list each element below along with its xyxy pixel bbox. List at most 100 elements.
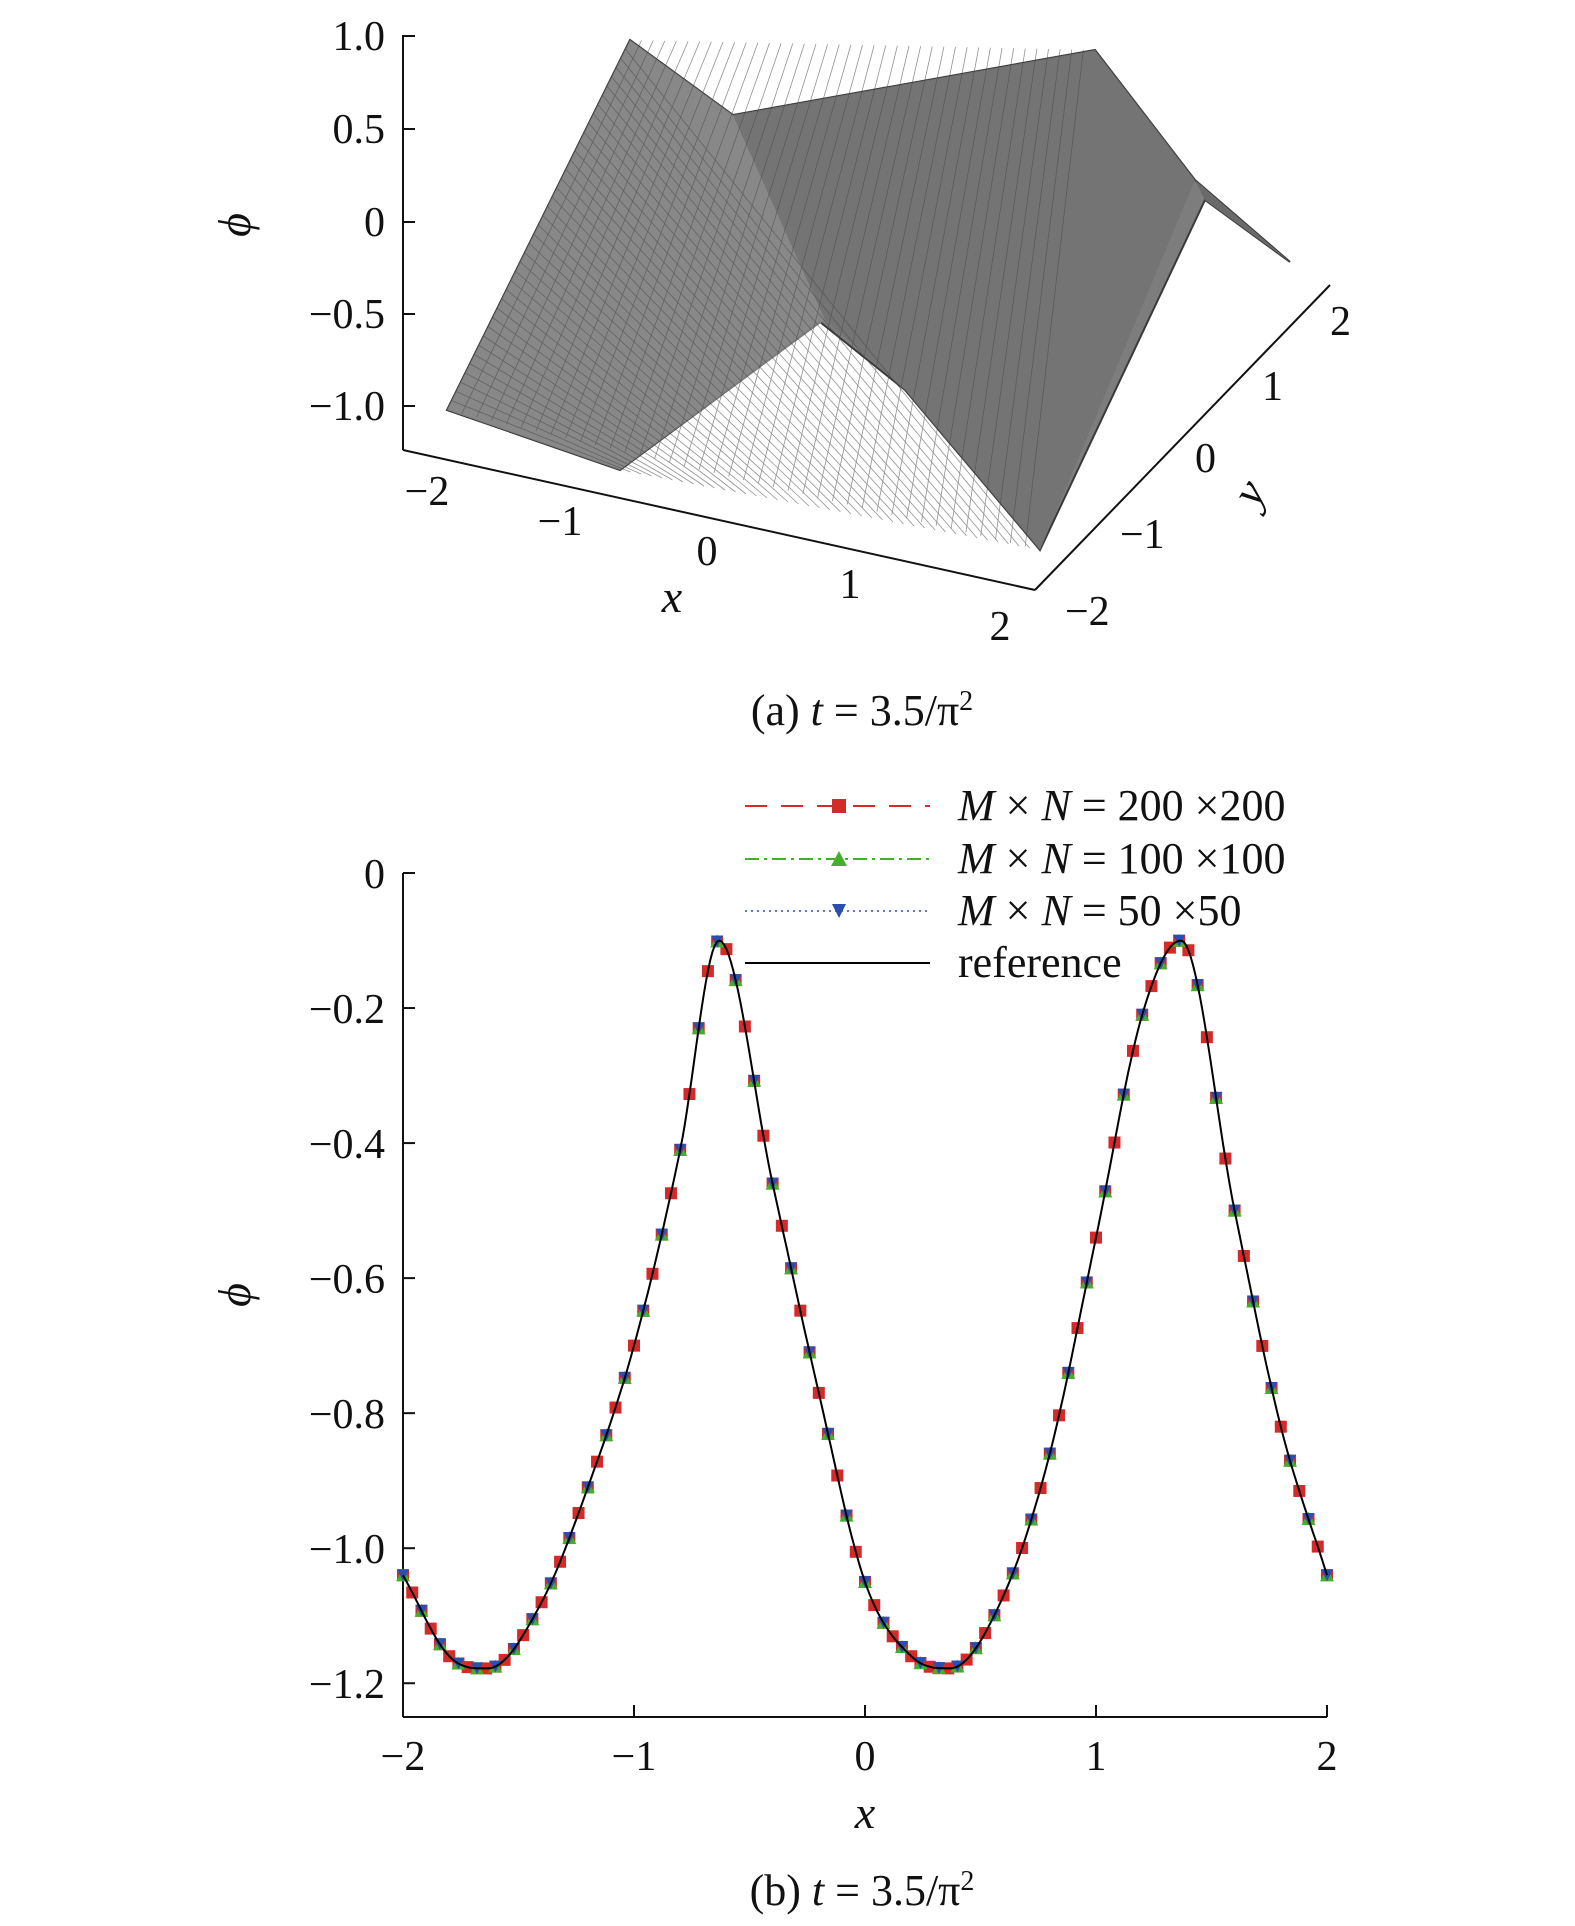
series-layer bbox=[396, 933, 1334, 1675]
surface-gridline bbox=[906, 47, 991, 519]
panel-a-surface-plot: 1.0 0.5 0 −0.5 −1.0 ϕ −2 −1 0 1 2 x −2 −… bbox=[209, 14, 1351, 735]
surface-gridline bbox=[965, 48, 1038, 533]
surface-gridline bbox=[580, 42, 735, 442]
surface-gridline bbox=[832, 46, 933, 502]
surface-gridline bbox=[583, 132, 936, 531]
surface-gridline bbox=[491, 40, 666, 421]
surface-gridline bbox=[556, 187, 873, 519]
surface-gridline bbox=[570, 159, 904, 525]
surface-gridline bbox=[476, 40, 654, 418]
surface-gridline bbox=[519, 261, 789, 503]
caption-a: (a) t = 3.5/π2 bbox=[751, 686, 973, 736]
surface-gridline bbox=[891, 47, 980, 516]
x-tick-label: 1 bbox=[840, 562, 861, 608]
panel-b-line-plot: 0 −0.2 −0.4 −0.6 −0.8 −1.0 −1.2 −2 −1 0 … bbox=[209, 781, 1338, 1915]
y-tick-label: 0 bbox=[1195, 436, 1216, 482]
x-axis-line bbox=[402, 449, 1036, 591]
surface-gridline bbox=[817, 46, 922, 498]
y-tick-label: −1.2 bbox=[309, 1662, 385, 1708]
y-tick-label: −0.8 bbox=[309, 1392, 385, 1438]
z-tick-label: 1.0 bbox=[333, 14, 386, 60]
legend-label: reference bbox=[958, 938, 1122, 987]
legend-marker-200x200 bbox=[832, 799, 846, 813]
surface-gridline bbox=[460, 381, 652, 477]
legend-label: M × N = 100 ×100 bbox=[957, 834, 1285, 883]
surface-gridline bbox=[469, 363, 673, 481]
y-axis-line bbox=[1034, 284, 1331, 591]
surface-gridline bbox=[538, 224, 831, 511]
y-tick-label: −2 bbox=[1065, 589, 1110, 635]
x-tick-label: 1 bbox=[1086, 1734, 1107, 1780]
surface-gridline bbox=[455, 391, 642, 475]
surface-gridline bbox=[474, 354, 684, 483]
surface-gridline bbox=[787, 45, 898, 491]
caption-b: (b) t = 3.5/π2 bbox=[750, 1866, 975, 1916]
surface-gridline bbox=[728, 44, 852, 477]
legend-marker-50x50 bbox=[832, 904, 846, 918]
x-axis-label: x bbox=[661, 571, 683, 622]
surface-gridline bbox=[757, 45, 875, 484]
y-tick-label: −0.2 bbox=[309, 987, 385, 1033]
surface-gridline bbox=[547, 206, 852, 515]
surface-gridline bbox=[602, 95, 978, 539]
y-tick-label: 0 bbox=[364, 852, 385, 898]
x-tick-label: −2 bbox=[405, 469, 450, 515]
surface-gridline bbox=[501, 298, 747, 495]
z-tick-label: 0.5 bbox=[333, 107, 386, 153]
surface-gridline bbox=[524, 252, 799, 505]
surface-gridline bbox=[639, 43, 782, 456]
z-axis-label: ϕ bbox=[209, 213, 260, 237]
surface-gridline bbox=[542, 215, 841, 513]
surface-face-tail bbox=[1195, 180, 1290, 262]
surface-gridline bbox=[683, 43, 817, 467]
surface-gridline bbox=[533, 233, 820, 509]
legend-label: M × N = 50 ×50 bbox=[957, 886, 1241, 935]
surface-gridline bbox=[451, 400, 631, 473]
surface-gridline bbox=[535, 41, 701, 432]
surface-gridline bbox=[483, 335, 705, 487]
y-tick-label: −0.4 bbox=[309, 1122, 385, 1168]
y-axis-label: y bbox=[1219, 470, 1276, 517]
surface-gridline bbox=[625, 48, 1030, 549]
y-axis-label: ϕ bbox=[209, 1283, 260, 1307]
surface-gridline bbox=[515, 270, 778, 501]
surface-gridline bbox=[506, 289, 757, 497]
surface-gridline bbox=[561, 178, 883, 521]
surface-gridline bbox=[492, 317, 726, 491]
surface-gridline bbox=[550, 41, 712, 435]
x-tick-label: −1 bbox=[612, 1734, 657, 1780]
surface-gridlines bbox=[451, 40, 1084, 549]
y-tick-label: 1 bbox=[1262, 364, 1283, 410]
surface-gridline bbox=[1009, 49, 1073, 544]
surface-gridline bbox=[980, 48, 1049, 537]
surface-gridline bbox=[565, 41, 724, 439]
surface-face-right bbox=[733, 50, 1195, 550]
legend: M × N = 200 ×200 M × N = 100 ×100 M × N … bbox=[745, 781, 1285, 987]
surface-gridline bbox=[497, 307, 736, 493]
y-tick-label: −1.0 bbox=[309, 1527, 385, 1573]
surface-gridline bbox=[606, 85, 988, 541]
surface-gridline bbox=[478, 344, 694, 485]
x-tick-label: 0 bbox=[855, 1734, 876, 1780]
surface-gridline bbox=[624, 42, 770, 453]
surface-gridline bbox=[611, 76, 999, 543]
z-tick-label: −0.5 bbox=[309, 292, 385, 338]
surface-gridline bbox=[574, 150, 915, 527]
x-tick-label: −2 bbox=[381, 1734, 426, 1780]
reference-line bbox=[402, 939, 1328, 1670]
x-tick-label: −1 bbox=[538, 499, 583, 545]
x-tick-label: 2 bbox=[990, 604, 1011, 650]
surface-gridline bbox=[505, 40, 677, 425]
x-tick-label: 0 bbox=[697, 529, 718, 575]
x-tick-label: 2 bbox=[1317, 1734, 1338, 1780]
surface-gridline bbox=[935, 48, 1015, 526]
surface-gridline bbox=[593, 113, 957, 535]
surface-gridline bbox=[698, 44, 829, 470]
surface-gridline bbox=[594, 42, 747, 446]
surface-gridline bbox=[772, 45, 887, 488]
surface-gridline bbox=[846, 46, 945, 505]
surface-gridline bbox=[654, 43, 794, 460]
surface-gridline bbox=[565, 169, 894, 523]
surface-gridline bbox=[876, 47, 968, 512]
